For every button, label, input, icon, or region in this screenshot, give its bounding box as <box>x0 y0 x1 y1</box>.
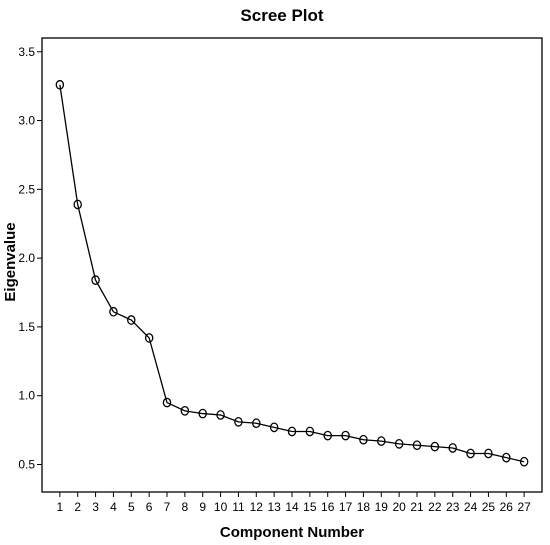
y-tick-label: 3.5 <box>18 45 35 59</box>
y-tick-label: 2.0 <box>18 251 35 265</box>
chart-title: Scree Plot <box>240 6 323 25</box>
data-point-marker <box>252 418 261 429</box>
data-point-marker <box>127 315 136 325</box>
x-tick-label: 14 <box>285 500 299 514</box>
data-point-marker <box>519 456 529 467</box>
x-tick-label: 18 <box>357 500 371 514</box>
y-tick-label: 3.0 <box>18 114 35 128</box>
x-tick-label: 8 <box>182 500 189 514</box>
data-point-marker <box>73 199 82 210</box>
x-tick-label: 2 <box>74 500 81 514</box>
x-tick-label: 25 <box>482 500 496 514</box>
data-point-marker <box>394 438 404 449</box>
data-point-marker <box>91 275 100 285</box>
data-point-marker <box>484 448 493 459</box>
eigenvalue-series <box>55 79 529 467</box>
data-point-marker <box>180 405 190 416</box>
y-axis: 0.5 1.0 1.5 2.0 2.5 3.0 3.5 <box>18 45 42 471</box>
y-tick-label: 1.0 <box>18 389 35 403</box>
x-tick-label: 11 <box>232 500 245 514</box>
x-tick-label: 7 <box>164 500 171 514</box>
x-axis-label: Component Number <box>220 524 364 541</box>
x-tick-label: 9 <box>199 500 206 514</box>
data-point-marker <box>377 436 386 446</box>
data-point-marker <box>430 441 440 452</box>
data-point-marker <box>341 430 350 441</box>
data-point-marker <box>144 333 154 343</box>
data-point-marker <box>359 434 368 445</box>
data-point-marker <box>234 416 243 427</box>
data-point-marker <box>198 408 207 419</box>
data-point-marker <box>448 443 457 453</box>
x-tick-label: 4 <box>110 500 117 514</box>
x-tick-label: 27 <box>517 500 531 514</box>
data-point-marker <box>323 430 332 441</box>
data-point-marker <box>287 426 297 437</box>
eigenvalue-line <box>59 84 525 463</box>
x-tick-label: 16 <box>321 500 335 514</box>
x-tick-label: 1 <box>57 500 64 514</box>
data-point-marker <box>269 422 279 433</box>
data-point-marker <box>305 426 315 437</box>
data-point-marker <box>502 452 511 463</box>
x-axis: 1 2 3 4 5 6 7 8 9 10 11 12 13 14 15 16 17 18 19 20 21 22 23 24 2… <box>57 492 531 514</box>
x-tick-label: 26 <box>500 500 514 514</box>
x-tick-label: 10 <box>214 500 228 514</box>
y-tick-label: 1.5 <box>18 320 35 334</box>
x-tick-label: 15 <box>303 500 317 514</box>
x-tick-label: 3 <box>92 500 99 514</box>
x-tick-label: 17 <box>339 500 353 514</box>
x-tick-label: 5 <box>128 500 135 514</box>
x-tick-label: 19 <box>375 500 389 514</box>
y-tick-label: 0.5 <box>18 457 35 471</box>
x-tick-label: 21 <box>410 500 424 514</box>
data-point-marker <box>216 410 225 420</box>
data-point-marker <box>109 306 118 317</box>
x-tick-label: 6 <box>146 500 153 514</box>
x-tick-label: 24 <box>464 500 478 514</box>
y-tick-label: 2.5 <box>18 182 35 196</box>
data-point-marker <box>466 448 475 459</box>
data-point-marker <box>55 79 65 90</box>
x-tick-label: 12 <box>250 500 264 514</box>
data-point-marker <box>412 440 422 451</box>
x-tick-label: 22 <box>428 500 442 514</box>
x-tick-label: 23 <box>446 500 460 514</box>
x-tick-label: 20 <box>392 500 406 514</box>
x-tick-label: 13 <box>267 500 281 514</box>
y-axis-label: Eigenvalue <box>2 222 19 301</box>
plot-frame <box>41 37 543 493</box>
data-point-marker <box>162 397 172 408</box>
